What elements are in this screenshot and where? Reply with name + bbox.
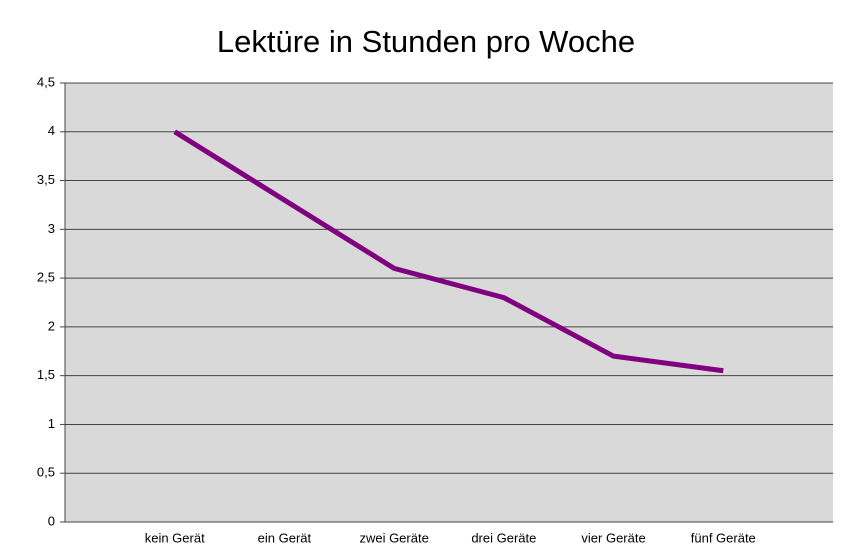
- y-tick-label: 1,5: [37, 367, 55, 382]
- x-tick-label: zwei Geräte: [359, 530, 428, 545]
- x-tick-label: fünf Geräte: [691, 530, 756, 545]
- x-tick-label: drei Geräte: [471, 530, 536, 545]
- y-tick-label: 3,5: [37, 172, 55, 187]
- y-tick-label: 1: [48, 416, 55, 431]
- y-tick-label: 2,5: [37, 270, 55, 285]
- y-tick-label: 2: [48, 318, 55, 333]
- line: [173, 129, 724, 374]
- y-tick-label: 4: [48, 123, 55, 138]
- x-tick-label: ein Gerät: [258, 530, 312, 545]
- x-tick-label: kein Gerät: [145, 530, 205, 545]
- y-tick-label: 0: [48, 513, 55, 528]
- chart-title: Lektüre in Stunden pro Woche: [217, 24, 635, 59]
- y-tick-label: 4,5: [37, 74, 55, 89]
- plot-area: [65, 83, 833, 522]
- y-tick-label: 3: [48, 221, 55, 236]
- x-tick-label: vier Geräte: [581, 530, 645, 545]
- y-tick-label: 0,5: [37, 465, 55, 480]
